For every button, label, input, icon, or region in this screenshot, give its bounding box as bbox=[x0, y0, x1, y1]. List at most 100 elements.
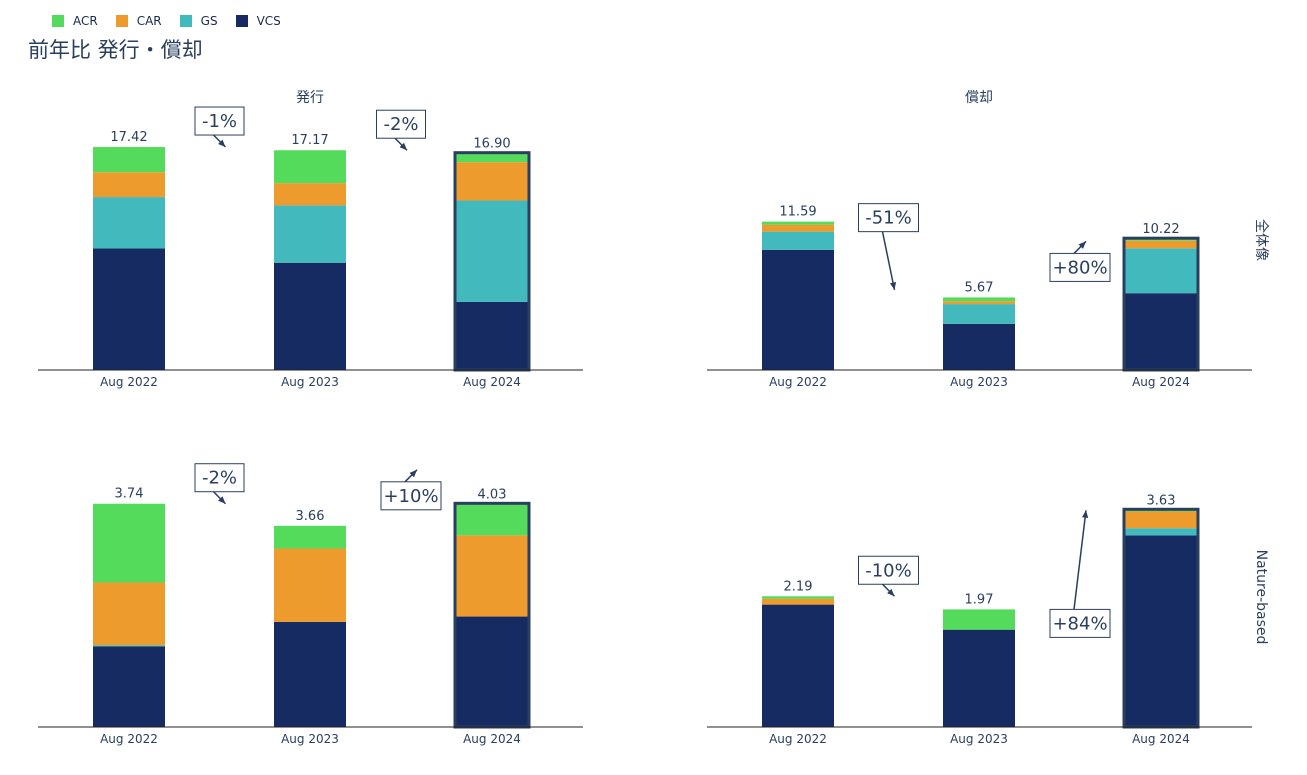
column-title-issuance: 発行 bbox=[296, 90, 324, 106]
bar-segment-acr bbox=[274, 525, 346, 549]
x-tick-label: Aug 2024 bbox=[463, 375, 521, 389]
bar-segment-vcs bbox=[93, 248, 165, 370]
bar-segment-car bbox=[762, 598, 834, 605]
bar-segment-gs bbox=[1125, 248, 1197, 294]
bar-segment-vcs bbox=[943, 323, 1015, 370]
x-tick-label: Aug 2023 bbox=[281, 732, 339, 746]
change-arrowhead bbox=[218, 496, 226, 504]
bar-segment-acr bbox=[93, 503, 165, 583]
bar-segment-vcs bbox=[93, 646, 165, 727]
bar-segment-vcs bbox=[762, 604, 834, 727]
bar-segment-gs bbox=[943, 304, 1015, 324]
bar-segment-vcs bbox=[762, 249, 834, 370]
bar-segment-acr bbox=[274, 150, 346, 184]
total-label: 11.59 bbox=[779, 205, 816, 220]
bar-segment-acr bbox=[456, 504, 528, 536]
x-tick-label: Aug 2023 bbox=[950, 375, 1008, 389]
bar-segment-gs bbox=[274, 205, 346, 263]
bar-segment-car bbox=[93, 172, 165, 198]
bar-segment-acr bbox=[943, 609, 1015, 630]
bar-segment-car bbox=[274, 548, 346, 622]
chart-title: 前年比 発行・償却 bbox=[28, 38, 203, 62]
chart-panel: 17.42 Aug 2022 17.17 Aug 2023 16.90 Aug 2024 -… bbox=[38, 106, 583, 389]
bar-segment-car bbox=[456, 535, 528, 617]
total-label: 3.66 bbox=[296, 509, 325, 524]
bar-segment-gs bbox=[456, 200, 528, 302]
change-label-box bbox=[858, 555, 919, 585]
bar-segment-acr bbox=[762, 221, 834, 225]
row-title-overall: 全体像 bbox=[1253, 219, 1270, 261]
x-tick-label: Aug 2024 bbox=[463, 732, 521, 746]
bar-segment-car bbox=[943, 301, 1015, 305]
bar-segment-gs bbox=[93, 645, 165, 647]
total-label: 17.42 bbox=[110, 130, 147, 145]
row-title-nature-based: Nature-based bbox=[1253, 550, 1269, 645]
bar-segment-vcs bbox=[456, 301, 528, 370]
change-label: -2% bbox=[383, 114, 418, 135]
bar-segment-acr bbox=[943, 297, 1015, 302]
legend-swatch bbox=[235, 15, 248, 27]
change-arrow bbox=[881, 231, 896, 290]
legend-item-car[interactable]: CAR bbox=[115, 14, 162, 28]
change-arrowhead bbox=[1078, 241, 1086, 249]
total-label: 1.97 bbox=[965, 592, 994, 607]
bar-segment-vcs bbox=[456, 616, 528, 727]
total-label: 16.90 bbox=[473, 137, 510, 152]
bar-segment-car bbox=[93, 582, 165, 646]
bar-segment-acr bbox=[762, 596, 834, 599]
legend-swatch bbox=[52, 15, 64, 27]
bar-segment-acr bbox=[93, 147, 165, 173]
bar-segment-car bbox=[274, 183, 346, 206]
bar-segment-gs bbox=[1125, 528, 1197, 536]
x-tick-label: Aug 2023 bbox=[281, 375, 339, 389]
change-label: +80% bbox=[1052, 257, 1107, 278]
bar-segment-car bbox=[1125, 240, 1197, 249]
x-tick-label: Aug 2022 bbox=[769, 375, 827, 389]
bar-segment-acr bbox=[1125, 510, 1197, 512]
change-label-box bbox=[376, 109, 426, 139]
change-label: +84% bbox=[1052, 613, 1107, 634]
bar-segment-vcs bbox=[1125, 535, 1197, 727]
change-label: +10% bbox=[383, 486, 438, 507]
change-label: -51% bbox=[865, 208, 912, 229]
bar-segment-car bbox=[1125, 511, 1197, 529]
change-arrowhead bbox=[218, 139, 226, 148]
change-arrow bbox=[1073, 510, 1087, 610]
bar-segment-gs bbox=[762, 231, 834, 250]
change-arrowhead bbox=[889, 282, 897, 290]
chart-panel: 3.74 Aug 2022 3.66 Aug 2023 4.03 Aug 2024 -2% +… bbox=[38, 463, 583, 746]
bar-segment-vcs bbox=[274, 262, 346, 370]
chart-panel: 11.59 Aug 2022 5.67 Aug 2023 10.22 Aug 2024 -5… bbox=[707, 203, 1252, 389]
x-tick-label: Aug 2023 bbox=[950, 732, 1008, 746]
bar-segment-car bbox=[762, 224, 834, 232]
x-tick-label: Aug 2024 bbox=[1132, 732, 1190, 746]
change-label-box bbox=[1049, 608, 1111, 638]
legend-item-vcs[interactable]: VCS bbox=[235, 14, 281, 28]
x-tick-label: Aug 2022 bbox=[100, 732, 158, 746]
legend-item-gs[interactable]: GS bbox=[179, 14, 218, 28]
total-label: 3.74 bbox=[115, 487, 144, 502]
legend-label: CAR bbox=[136, 14, 162, 28]
change-label-box bbox=[1049, 252, 1111, 282]
legend-swatch bbox=[179, 15, 192, 27]
legend-item-acr[interactable]: ACR bbox=[52, 14, 98, 28]
legend-label: VCS bbox=[256, 14, 281, 28]
legend-label: ACR bbox=[73, 14, 98, 28]
total-label: 17.17 bbox=[291, 133, 328, 148]
bar-segment-vcs bbox=[943, 629, 1015, 727]
total-label: 10.22 bbox=[1142, 222, 1179, 237]
total-label: 5.67 bbox=[965, 280, 994, 295]
change-label-box bbox=[380, 481, 442, 511]
chart-panel: 2.19 Aug 2022 1.97 Aug 2023 3.63 Aug 2024 -10%… bbox=[707, 493, 1252, 746]
bar-segment-car bbox=[456, 162, 528, 201]
change-arrowhead bbox=[409, 469, 417, 478]
change-label-box bbox=[194, 463, 245, 493]
column-title-retirement: 償却 bbox=[965, 90, 993, 106]
bar-segment-acr bbox=[456, 153, 528, 163]
change-label: -1% bbox=[202, 111, 237, 132]
change-label: -10% bbox=[865, 560, 912, 581]
legend: ACR CAR GS VCS bbox=[52, 14, 281, 28]
total-label: 3.63 bbox=[1147, 493, 1176, 508]
change-arrowhead bbox=[399, 142, 407, 151]
